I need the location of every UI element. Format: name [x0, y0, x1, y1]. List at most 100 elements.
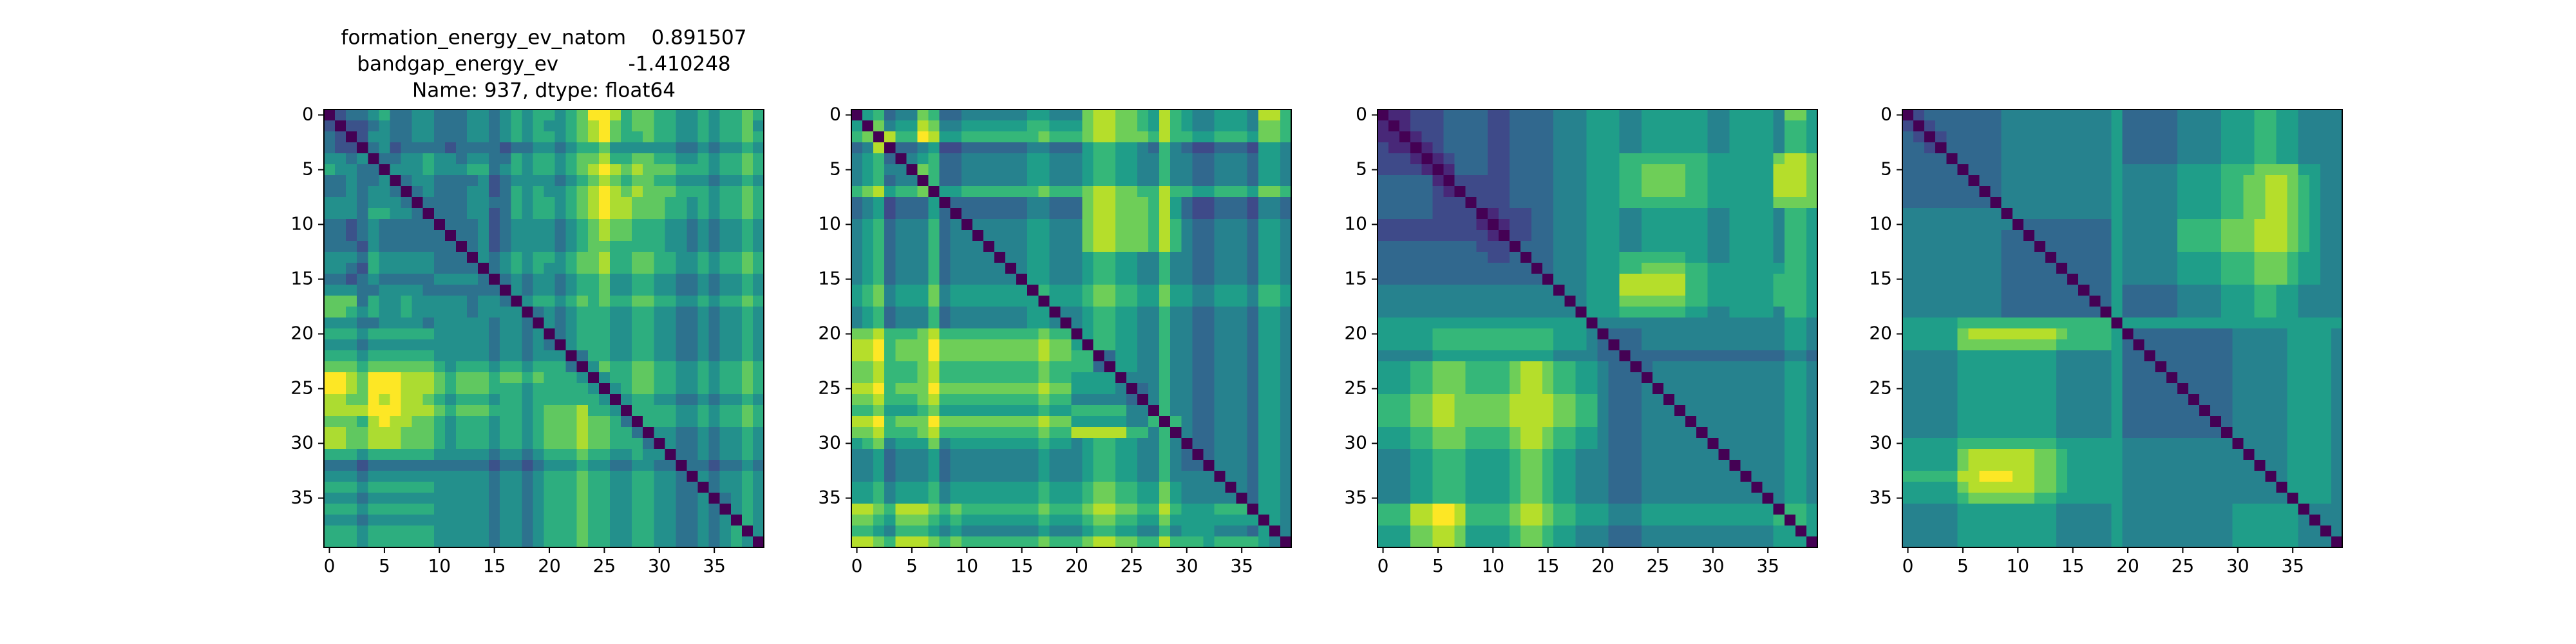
- heatmap-cell: [390, 361, 402, 373]
- heatmap-cell: [1663, 274, 1675, 285]
- heatmap-cell: [928, 471, 940, 482]
- heatmap-cell: [972, 317, 984, 329]
- heatmap-cell: [1236, 394, 1248, 406]
- heatmap-cell: [851, 208, 863, 220]
- heatmap-cell: [1575, 361, 1587, 373]
- heatmap-cell: [478, 109, 489, 121]
- heatmap-cell: [1729, 153, 1741, 165]
- heatmap-cell: [752, 131, 764, 143]
- heatmap-cell: [401, 296, 413, 307]
- heatmap-cell: [1586, 372, 1598, 384]
- heatmap-cell: [884, 339, 896, 351]
- heatmap-cell: [1454, 131, 1466, 143]
- heatmap-cell: [741, 482, 753, 493]
- heatmap-cell: [1181, 263, 1193, 274]
- heatmap-cell: [928, 372, 940, 384]
- heatmap-cell: [346, 230, 357, 242]
- heatmap-cell: [1476, 405, 1488, 417]
- heatmap-cell: [324, 186, 336, 198]
- heatmap-cell: [643, 427, 654, 439]
- heatmap-cell: [928, 526, 940, 537]
- heatmap-cell: [500, 405, 511, 417]
- heatmap-cell: [379, 263, 390, 274]
- heatmap-cell: [1729, 175, 1741, 187]
- heatmap-cell: [1258, 153, 1270, 165]
- heatmap-cell: [522, 164, 533, 176]
- heatmap-cell: [1082, 241, 1094, 252]
- heatmap-cell: [433, 142, 446, 154]
- heatmap-cell: [1258, 504, 1270, 515]
- heatmap-cell: [1784, 471, 1796, 482]
- heatmap-cell: [368, 274, 379, 285]
- heatmap-cell: [544, 120, 556, 132]
- heatmap-cell: [1542, 372, 1554, 384]
- heatmap-cell: [1465, 219, 1477, 231]
- heatmap-cell: [1016, 394, 1028, 406]
- heatmap-cell: [928, 416, 940, 428]
- heatmap-cell: [939, 153, 951, 165]
- heatmap-cell: [1608, 307, 1620, 318]
- heatmap-cell: [719, 504, 732, 515]
- heatmap-cell: [401, 109, 413, 121]
- heatmap-cell: [1049, 394, 1061, 406]
- heatmap-cell: [1410, 416, 1422, 428]
- heatmap-cell: [1597, 350, 1609, 362]
- heatmap-cell: [1421, 164, 1433, 176]
- heatmap-cell: [1685, 317, 1697, 329]
- heatmap-cell: [1214, 427, 1226, 439]
- heatmap-cell: [1630, 208, 1642, 220]
- heatmap-cell: [1465, 197, 1477, 209]
- heatmap-cell: [1093, 263, 1105, 274]
- heatmap-cell: [719, 427, 732, 439]
- heatmap-cell: [1038, 274, 1050, 285]
- heatmap-cell: [950, 317, 962, 329]
- heatmap-cell: [598, 504, 611, 515]
- heatmap-cell: [412, 186, 424, 198]
- heatmap-cell: [1016, 493, 1028, 504]
- heatmap-cell: [950, 296, 962, 307]
- heatmap-cell: [1619, 307, 1631, 318]
- heatmap-cell: [533, 317, 544, 329]
- heatmap-cell: [1148, 208, 1160, 220]
- heatmap-cell: [1707, 361, 1719, 373]
- heatmap-cell: [1378, 241, 1389, 252]
- heatmap-cell: [741, 142, 753, 154]
- heatmap-cell: [1476, 504, 1488, 515]
- heatmap-cell: [466, 197, 478, 209]
- heatmap-cell: [1410, 197, 1422, 209]
- heatmap-cell: [1016, 416, 1028, 428]
- heatmap-cell: [895, 274, 907, 285]
- heatmap-cell: [928, 317, 940, 329]
- heatmap-cell: [1137, 493, 1149, 504]
- heatmap-cell: [1148, 109, 1160, 121]
- heatmap-cell: [687, 328, 699, 340]
- heatmap-cell: [324, 252, 336, 263]
- heatmap-cell: [1707, 471, 1719, 482]
- heatmap-cell: [884, 394, 896, 406]
- heatmap-cell: [1170, 438, 1182, 450]
- heatmap-cell: [433, 460, 446, 471]
- heatmap-cell: [466, 471, 478, 482]
- heatmap-cell: [1378, 339, 1389, 351]
- heatmap-cell: [1586, 241, 1598, 252]
- heatmap-cell: [500, 252, 511, 263]
- heatmap-cell: [1236, 449, 1248, 460]
- heatmap-cell: [1630, 416, 1642, 428]
- heatmap-cell: [862, 296, 874, 307]
- heatmap-cell: [444, 197, 457, 209]
- heatmap-cell: [1630, 285, 1642, 296]
- heatmap-cell: [1696, 526, 1708, 537]
- heatmap-cell: [1410, 383, 1422, 395]
- heatmap-cell: [1016, 296, 1028, 307]
- heatmap-cell: [412, 296, 424, 307]
- heatmap-cell: [1159, 536, 1171, 548]
- heatmap-cell: [1608, 175, 1620, 187]
- heatmap-cell: [1806, 175, 1818, 187]
- heatmap-cell: [873, 230, 885, 242]
- heatmap-cell: [972, 274, 984, 285]
- heatmap-cell: [687, 252, 699, 263]
- heatmap-cell: [1005, 350, 1017, 362]
- heatmap-cell: [1214, 383, 1226, 395]
- heatmap-cell: [489, 274, 500, 285]
- heatmap-cell: [554, 307, 567, 318]
